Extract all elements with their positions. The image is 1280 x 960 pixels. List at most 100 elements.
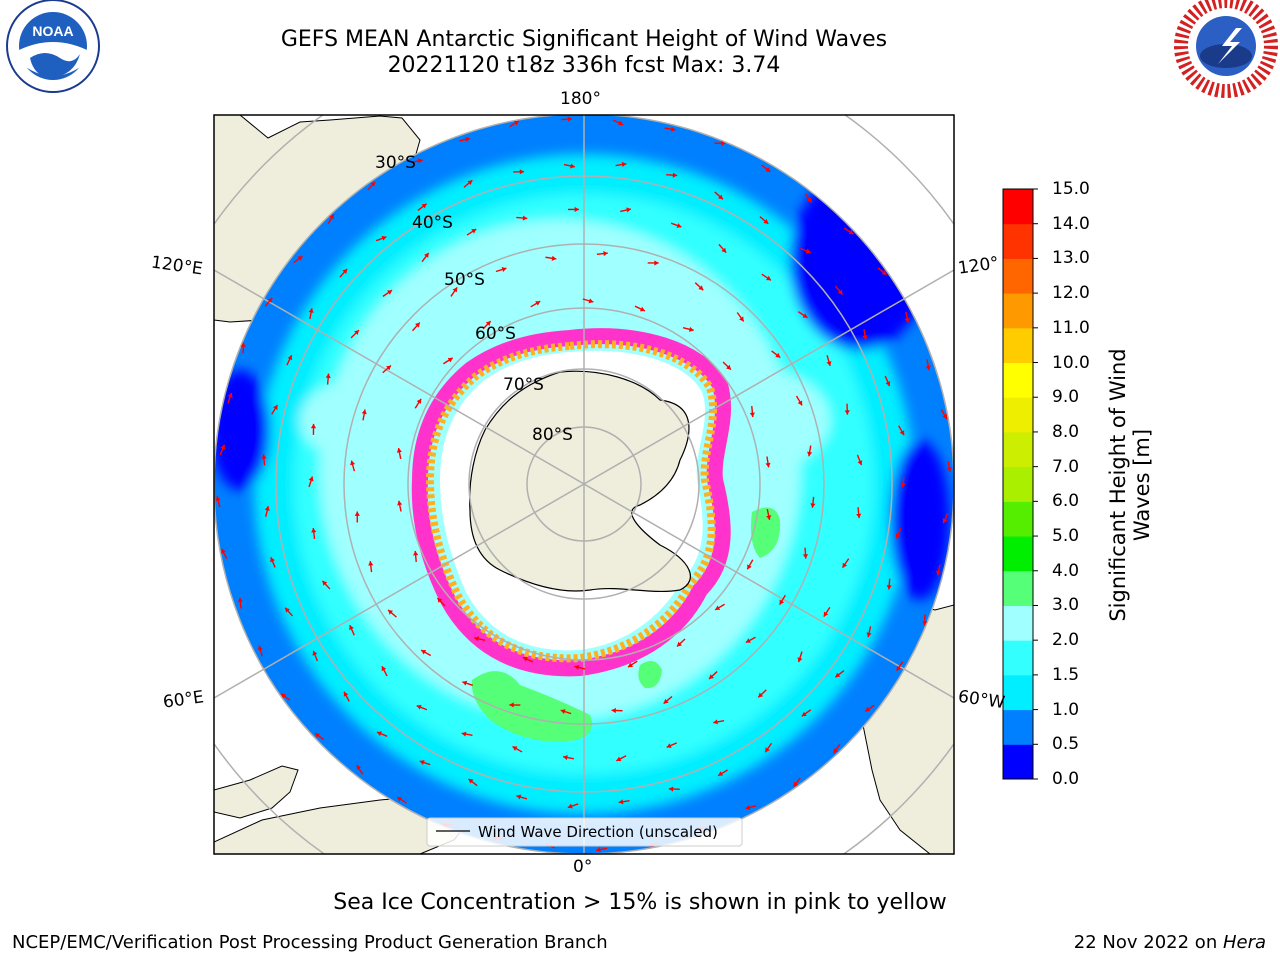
lat-label-80s: 80°S [532,425,573,445]
wind-wave-arrowhead [311,528,317,533]
wind-wave-arrowhead [626,207,631,213]
colorbar-segment [1003,674,1033,711]
wind-wave-arrowhead [381,666,387,672]
footer-date-text: 22 Nov 2022 on [1073,932,1223,953]
colorbar-segment [1003,605,1033,641]
wind-wave-arrowhead [396,448,402,453]
wind-wave-arrowhead [925,365,931,371]
wind-wave-arrowhead [881,270,887,275]
wind-wave-arrowhead [718,194,723,200]
wind-wave-arrowhead [698,285,704,291]
wind-wave-arrowhead [513,120,519,126]
colorbar-tick-label: 2.0 [1052,630,1080,651]
wind-wave-arrowhead [709,674,714,679]
wind-wave-arrowhead [627,662,633,668]
wind-wave-arrowhead [900,483,906,488]
colorbar-segment [1003,431,1033,468]
wind-wave-arrowhead [387,290,393,295]
wind-wave-arrowhead [676,641,682,647]
wind-wave-arrowhead [835,672,841,678]
colorbar-tick-label: 13.0 [1052,248,1090,269]
wind-wave-arrowhead [826,361,832,366]
colorbar-border [1002,188,1034,780]
wind-wave-arrowhead [356,765,362,771]
wind-wave-arrowhead [718,771,724,776]
wind-wave-arrowhead [452,287,458,293]
wind-wave-arrowhead [349,625,354,631]
wind-wave-arrowhead [310,423,317,429]
wind-wave-arrowhead [421,649,427,655]
noaa-logo: NOAA [6,0,100,93]
wind-wave-arrowhead [765,167,771,172]
wind-wave-arrowhead [726,364,731,370]
wind-wave-arrowhead [285,607,290,613]
colorbar-segment [1003,466,1033,502]
wind-wave-arrowhead [715,605,721,610]
wind-wave-arrowhead [765,747,770,753]
wind-wave-arrowhead [749,412,755,418]
wind-wave-arrowhead [465,136,471,142]
colorbar-tick-label: 0.5 [1052,734,1080,755]
wind-wave-arrowhead [322,580,328,586]
colorbar-segment [1003,640,1033,676]
wind-wave-arrowhead [797,400,803,406]
wind-wave-arrowhead [805,248,811,254]
wind-wave-arrowhead [396,797,402,802]
wind-wave-arrowhead [287,355,293,361]
colorbar-tick-label: 15.0 [1052,179,1090,199]
wind-wave-arrowhead [315,733,320,738]
wind-wave-arrowhead [763,219,769,224]
colorbar-label-line1: Significant Height of Wind [1106,348,1130,622]
wind-wave-arrowhead [936,570,942,576]
lat-label-50s: 50°S [444,270,485,290]
wind-wave-arrowhead [237,597,243,603]
wind-wave-arrowhead [596,847,601,853]
wind-wave-arrowhead [721,140,726,146]
wind-wave-arrowhead [904,317,910,323]
wind-wave-arrowhead [447,357,453,363]
lat-label-60s: 60°S [475,324,516,344]
wind-wave-arrowhead [361,409,367,415]
wind-wave-arrowhead [837,289,843,295]
wind-wave-arrowhead [424,252,429,258]
wind-wave-arrowhead [621,161,627,168]
colorbar-segment [1003,293,1033,329]
colorbar [1002,188,1038,780]
wind-wave-arrowhead [766,275,772,281]
wind-wave-arrowhead [842,562,848,568]
wind-wave-arrowhead [297,256,303,261]
wind-wave-arrowhead [766,515,772,520]
lat-label-40s: 40°S [412,213,453,233]
wind-wave-arrowhead [797,657,803,663]
wind-wave-arrowhead [519,169,525,175]
wind-wave-arrowhead [421,203,427,209]
wind-wave-arrowhead [670,126,676,132]
lon-label-0: 0° [573,857,593,877]
wind-wave-arrowhead [381,235,387,241]
wind-wave-arrowhead [810,503,816,508]
wind-wave-arrowhead [618,120,624,126]
wind-wave-arrowhead [270,557,275,563]
colorbar-segment [1003,327,1033,364]
wind-wave-arrowhead [603,251,608,257]
colorbar-tick-label: 5.0 [1052,526,1080,547]
colorbar-tick-label: 7.0 [1052,456,1080,477]
wind-wave-arrowhead [616,756,622,762]
colorbar-tick-label: 0.0 [1052,769,1080,789]
wind-wave-arrowhead [343,691,349,697]
wind-wave-arrowhead [676,223,682,228]
wind-wave-arrowhead [308,308,314,313]
wind-wave-arrowhead [522,215,528,221]
wind-wave-arrowhead [567,803,573,809]
map-legend: Wind Wave Direction (unscaled) [426,817,743,847]
wind-wave-arrowhead [416,398,422,404]
wind-wave-arrowhead [663,698,669,704]
wind-wave-arrowhead [215,496,221,502]
colorbar-tick-label: 14.0 [1052,213,1090,234]
wind-wave-arrowhead [471,229,477,234]
wind-wave-arrowhead [462,680,468,686]
wind-wave-arrowhead [823,611,829,617]
wind-wave-arrowhead [261,454,267,459]
colorbar-tick-label: 1.0 [1052,699,1080,720]
colorbar-segment [1003,501,1033,537]
